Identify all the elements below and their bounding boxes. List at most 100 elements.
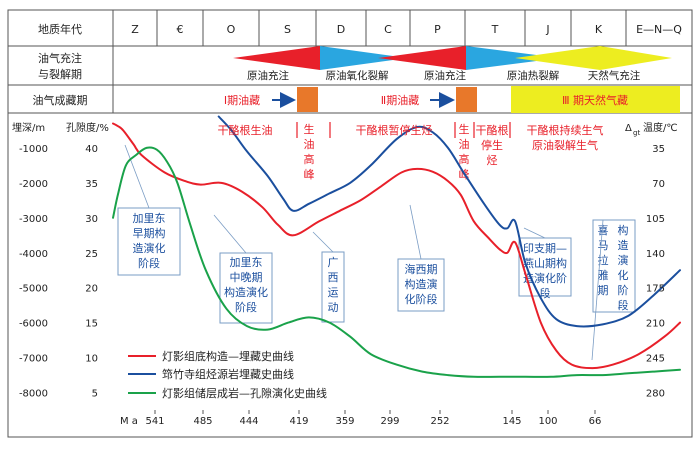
temperature-tick-label: 70	[652, 179, 665, 190]
temperature-tick-label: 245	[646, 354, 665, 365]
period-label: S	[284, 23, 291, 36]
event-label-oil-peak-1: 生油高峰	[304, 122, 315, 181]
tectonic-label-caledonian-late: 加里东中晚期构造演化阶段	[224, 256, 268, 314]
depth-tick-label: -3000	[19, 214, 48, 225]
stage-label: 天然气充注	[588, 69, 641, 82]
period-label: O	[227, 23, 236, 36]
period-label: D	[337, 23, 345, 36]
temperature-tick-label: 140	[646, 249, 665, 260]
oil-thermal-cracking-wedge	[466, 46, 560, 70]
depth-tick-label: -8000	[19, 389, 48, 400]
period-label: K	[595, 23, 603, 36]
phase-gas-band	[511, 86, 680, 113]
stage-label: 原油充注	[424, 69, 466, 82]
temperature-tick-label: 105	[646, 214, 665, 225]
age-tick-label: 444	[239, 416, 258, 427]
series-line-qiongzhusi-burial	[217, 115, 681, 328]
age-tick-label: 66	[589, 416, 602, 427]
tectonic-label-indosinian-yanshanian: 印支期—燕山期构造演化阶段	[523, 242, 567, 300]
event-label-kerogen-gas: 干酪根持续生气	[527, 123, 604, 137]
tectonic-label-guangxi: 广西运动	[328, 256, 339, 314]
tectonic-pointer	[591, 219, 604, 361]
temperature-tick-label: 35	[652, 144, 665, 155]
tectonic-label-himalayan-col2: 构造演化阶段	[618, 223, 629, 312]
tectonic-pointer	[523, 227, 546, 239]
event-label-kerogen-stop: 干酪根停生烃	[476, 123, 509, 167]
age-tick-label: 359	[335, 416, 354, 427]
tectonic-label-himalayan-col1: 喜马拉雅期	[598, 224, 609, 297]
age-tick-label: 419	[289, 416, 308, 427]
porosity-tick-label: 35	[85, 179, 98, 190]
phase-peak-block-2	[456, 87, 477, 112]
oil-oxidation-cracking-wedge	[320, 46, 408, 70]
tectonic-pointer	[409, 204, 422, 260]
phase-peak-block-1	[297, 87, 318, 112]
gas-charging-wedge-right	[600, 46, 672, 70]
phase-label-oil-1: Ⅰ期油藏	[224, 93, 260, 107]
temperature-tick-label: 175	[646, 284, 665, 295]
porosity-tick-label: 25	[85, 249, 98, 260]
row-label-charging: 油气充注	[38, 51, 82, 65]
temperature-axis-title: 温度/℃	[643, 121, 678, 134]
period-label: T	[491, 23, 499, 36]
depth-tick-label: -1000	[19, 144, 48, 155]
porosity-tick-label: 40	[85, 144, 98, 155]
porosity-tick-label: 30	[85, 214, 98, 225]
depth-tick-label: -2000	[19, 179, 48, 190]
tectonic-pointer	[312, 231, 334, 253]
period-label: Z	[131, 23, 139, 36]
event-label-oil-cracking-gas: 原油裂解生气	[532, 138, 598, 152]
tectonic-pointer	[124, 144, 150, 209]
depth-tick-label: -7000	[19, 354, 48, 365]
oil-charging-wedge-2	[378, 46, 466, 70]
porosity-tick-label: 5	[92, 389, 98, 400]
porosity-axis-title: 孔隙度/%	[66, 121, 109, 134]
temperature-tick-label: 280	[646, 389, 665, 400]
age-axis-unit: M a	[120, 416, 138, 427]
tectonic-box-hercynian	[397, 258, 445, 312]
oil-charging-wedge-1	[233, 46, 320, 70]
porosity-tick-label: 15	[85, 319, 98, 330]
legend-item-qiongzhusi-burial-label: 筇竹寺组烃源岩埋藏史曲线	[162, 367, 294, 381]
header-stage-bands	[233, 46, 680, 113]
period-label: C	[384, 23, 392, 36]
row-label-geologic-age: 地质年代	[38, 22, 82, 36]
tectonic-pointer	[213, 214, 247, 254]
row-label-accumulation: 油气成藏期	[33, 93, 88, 107]
depth-tick-label: -6000	[19, 319, 48, 330]
tectonic-box-himalayan	[592, 219, 636, 313]
series-line-dengying-burial	[112, 122, 681, 370]
temperature-axis-prefix: Δ	[625, 123, 632, 134]
stage-label: 原油氧化裂解	[326, 69, 389, 82]
phase-label-gas: Ⅲ 期天然气藏	[562, 93, 628, 107]
event-label-kerogen-oil: 干酪根生油	[218, 123, 273, 137]
tectonic-box-caledonian-early	[117, 207, 181, 276]
depth-axis-title: 埋深/m	[12, 122, 45, 134]
tectonic-stage-boxes: 加里东早期构造演化阶段 加里东中晚期构造演化阶段 广西运动 海西期构造演化阶段 印支期—…	[117, 122, 636, 361]
legend-item-dengying-burial-label: 灯影组底构造—埋藏史曲线	[162, 349, 294, 363]
series-lines	[112, 115, 681, 378]
gas-charging-wedge-left	[515, 46, 600, 70]
tectonic-label-caledonian-early: 加里东早期构造演化阶段	[133, 212, 166, 270]
period-label: P	[434, 23, 441, 36]
outer-frame	[7, 9, 693, 438]
age-tick-label: 145	[502, 416, 521, 427]
legend-item-porosity-evolution-label: 灯影组储层成岩—孔隙演化史曲线	[162, 386, 327, 400]
porosity-tick-label: 20	[85, 284, 98, 295]
row-label-cracking: 与裂解期	[38, 67, 82, 81]
series-line-porosity-evolution	[112, 146, 681, 378]
age-tick-label: 252	[430, 416, 449, 427]
temperature-tick-label: 210	[646, 319, 665, 330]
depth-tick-label: -4000	[19, 249, 48, 260]
age-tick-label: 485	[193, 416, 212, 427]
period-label: E—N—Q	[636, 23, 682, 36]
event-label-kerogen-pause: 干酪根暂停生烃	[356, 123, 433, 137]
period-label: J	[545, 23, 549, 36]
age-tick-label: 541	[145, 416, 164, 427]
period-label: €	[177, 23, 184, 36]
